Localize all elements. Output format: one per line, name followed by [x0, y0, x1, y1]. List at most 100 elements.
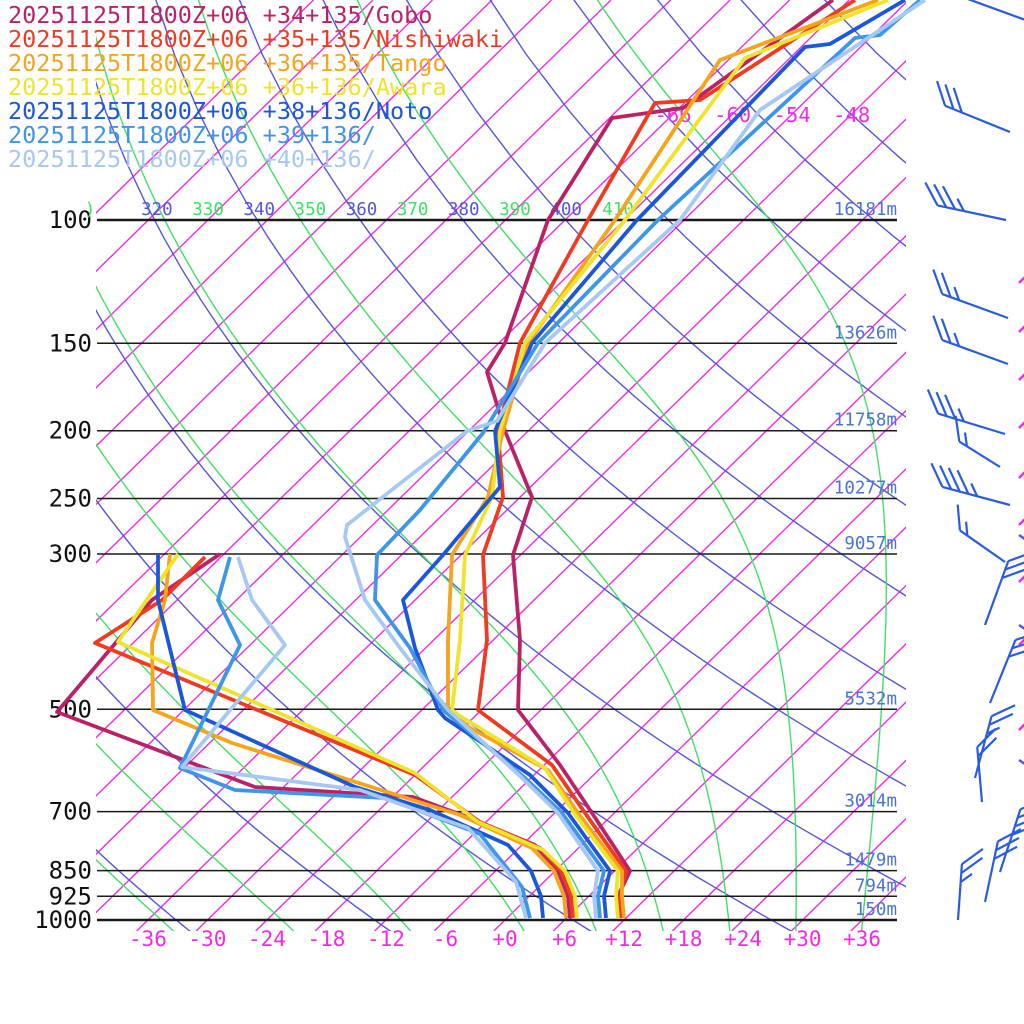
pressure-label-1000: 1000 [34, 906, 92, 934]
isotherm-top-label: -48 [833, 103, 870, 127]
legend-line-Gobo: 20251125T1800Z+06 +34+135/Gobo [8, 1, 433, 29]
temp-axis-label: +30 [784, 927, 822, 951]
moist-adiabat-line [96, 443, 525, 931]
edge-tick-isotherm [1018, 638, 1024, 646]
adiabat-label-360: 360 [346, 200, 378, 220]
edge-tick-isotherm [1018, 518, 1024, 526]
temp-axis-label: -12 [367, 927, 405, 951]
dry-adiabat-line [974, 0, 1024, 946]
height-label-1479m: 1479m [844, 851, 897, 871]
height-label-150m: 150m [855, 900, 897, 920]
height-label-16181m: 16181m [834, 200, 897, 220]
sounding-legend: 20251125T1800Z+06 +34+135/Gobo 20251125T1… [8, 3, 503, 171]
pressure-label-925: 925 [49, 882, 92, 910]
temp-axis-label: -30 [188, 927, 226, 951]
pressure-label-200: 200 [49, 417, 92, 445]
edge-tick-isotherm [1018, 723, 1024, 731]
temp-axis-label: +18 [665, 927, 703, 951]
legend-line-Awara: 20251125T1800Z+06 +36+136/Awara [8, 73, 447, 101]
dewpoint-curve-Awara [116, 552, 579, 919]
moist-adiabat-line [596, 0, 887, 931]
edge-tick-isotherm [1018, 575, 1024, 583]
pressure-label-700: 700 [49, 798, 92, 826]
wind-barb [932, 315, 1009, 366]
isotherm-line [314, 351, 906, 931]
moist-adiabat-line [925, 0, 1024, 946]
pressure-label-250: 250 [49, 485, 92, 513]
isotherm-line [96, 0, 791, 681]
isotherm-line [96, 0, 850, 739]
moist-adiabat-line [356, 0, 797, 931]
height-label-3014m: 3014m [844, 792, 897, 812]
isotherm-line [612, 642, 906, 931]
adiabat-label-380: 380 [448, 200, 480, 220]
height-label-11758m: 11758m [834, 411, 897, 431]
dry-adiabat-line [96, 675, 392, 931]
temp-axis-label: +0 [492, 927, 517, 951]
dry-adiabat-line [238, 0, 906, 691]
moist-adiabat-line [96, 34, 664, 931]
temp-axis-label: +12 [605, 927, 643, 951]
edge-tick-adiabat [1018, 623, 1024, 630]
isotherm-line [671, 701, 906, 931]
dewpoint-curve-Noto [156, 554, 545, 919]
dry-adiabat-line [656, 0, 906, 248]
wind-barb [930, 462, 1011, 507]
isotherm-line [96, 0, 553, 448]
legend-line-Noto: 20251125T1800Z+06 +38+136/Noto [8, 97, 433, 125]
edge-tick-isotherm [1018, 471, 1024, 479]
adiabat-label-320: 320 [141, 200, 173, 220]
dewpoint-curve-+40+136 [180, 556, 528, 919]
temp-axis-label: +36 [843, 927, 881, 951]
wind-barb [954, 415, 1001, 468]
dry-adiabat-line [96, 498, 592, 931]
isotherm-line [731, 759, 906, 931]
temp-axis-label: -24 [248, 927, 286, 951]
height-label-10277m: 10277m [834, 479, 897, 499]
edge-tick-adiabat [1018, 758, 1024, 765]
wind-barb [988, 636, 1024, 704]
isotherm-line [96, 0, 493, 389]
wind-barb [956, 504, 1006, 563]
temp-axis-label: -18 [307, 927, 345, 951]
legend-line-+40+136/: 20251125T1800Z+06 +40+136/ [8, 145, 376, 173]
adiabat-label-paren: ) [85, 200, 96, 220]
edge-tick-isotherm [1018, 276, 1024, 284]
temperature-curve-+39+136 [373, 0, 922, 919]
isotherm-line [96, 0, 374, 273]
moist-adiabat-line [96, 858, 175, 931]
dry-adiabat-line [96, 80, 906, 888]
isotherm-line [433, 467, 906, 931]
wind-barb [967, 0, 1024, 21]
temp-axis-label: -6 [433, 927, 458, 951]
pressure-label-850: 850 [49, 857, 92, 885]
dewpoint-curve-+39+136 [178, 556, 532, 919]
wind-barb [956, 847, 984, 921]
dry-adiabat-line [322, 0, 906, 597]
temp-axis-label: -36 [129, 927, 167, 951]
moist-adiabat-line [96, 611, 412, 931]
isotherm-line [96, 59, 906, 856]
moist-adiabat-line [96, 742, 295, 931]
pressure-label-500: 500 [49, 695, 92, 723]
isotherm-line [910, 0, 1024, 931]
edge-tick-adiabat [1018, 533, 1024, 540]
isotherm-line [96, 0, 314, 214]
dry-adiabat-line [405, 0, 906, 507]
isotherm-line [96, 0, 612, 506]
wind-barb [983, 554, 1024, 626]
moist-adiabat-line [994, 0, 1024, 946]
temperature-curve-+40+136 [343, 0, 927, 919]
height-label-5532m: 5532m [844, 689, 897, 709]
temp-axis-label: +6 [552, 927, 577, 951]
wind-barb [976, 728, 998, 803]
dry-adiabat-line [155, 0, 906, 787]
pressure-label-300: 300 [49, 540, 92, 568]
height-label-13626m: 13626m [834, 323, 897, 343]
adiabat-label-330: 330 [192, 200, 224, 220]
adiabat-label-390: 390 [499, 200, 531, 220]
wind-barb [983, 828, 1022, 903]
wind-barb-column [924, 0, 1024, 921]
